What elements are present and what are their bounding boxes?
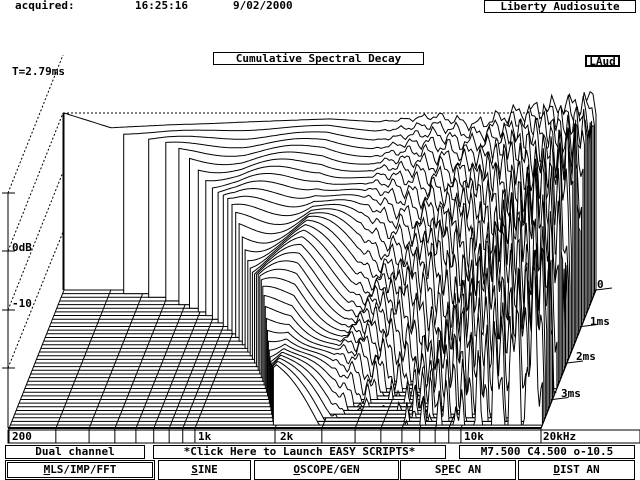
mls-imp-fft-button[interactable]: MLS/IMP/FFT <box>5 460 155 480</box>
x-tick-label: 1k <box>198 430 212 443</box>
x-tick-label: 20kHz <box>543 430 577 443</box>
button-label: S <box>434 463 442 476</box>
sine-button[interactable]: SINE <box>158 460 251 480</box>
window-time: T=2.79ms <box>12 65 65 78</box>
hotkey-letter: O <box>293 463 300 476</box>
time-tick <box>581 324 598 327</box>
x-tick-label: 10k <box>464 430 484 443</box>
acquired-time: 16:25:16 <box>135 0 188 12</box>
button-label: EC AN <box>448 463 482 476</box>
time-tick <box>595 287 613 291</box>
z-tick-label: 0 <box>597 278 604 291</box>
channel-mode-status[interactable]: Dual channel <box>5 445 145 459</box>
x-axis-label-strip <box>7 429 640 444</box>
marker-readout: M7.500 C4.500 o-10.5 <box>459 445 635 459</box>
y-tick-label: 0dB <box>12 241 32 254</box>
acquired-date: 9/02/2000 <box>233 0 293 12</box>
y-tick-label: -10 <box>12 297 32 310</box>
time-axis <box>540 289 597 429</box>
z-tick-label: 3ms <box>561 387 581 400</box>
button-label: INE <box>197 463 218 476</box>
time-tick <box>566 360 584 364</box>
time-tick <box>552 397 569 400</box>
z-tick-label: 2ms <box>576 350 596 363</box>
side-gridline <box>7 54 64 194</box>
oscope-gen-button[interactable]: OSCOPE/GEN <box>254 460 399 480</box>
app-title: Liberty Audiosuite <box>484 0 636 13</box>
z-tick-label: 1ms <box>590 315 610 328</box>
dist-an-button[interactable]: DIST AN <box>518 460 635 480</box>
hotkey-letter: S <box>191 463 198 476</box>
channel-tag: LAud <box>585 55 620 67</box>
x-tick-label: 200 <box>12 430 32 443</box>
side-gridline <box>7 112 64 252</box>
decay-slice <box>272 266 543 426</box>
button-label: LS/IMP/FFT <box>50 463 117 476</box>
hotkey-letter: M <box>43 463 51 476</box>
chart-title: Cumulative Spectral Decay <box>213 52 424 65</box>
spec-an-button[interactable]: SPEC AN <box>400 460 516 480</box>
side-gridline <box>7 231 64 369</box>
button-label: SCOPE/GEN <box>300 463 360 476</box>
hotkey-letter: D <box>553 463 560 476</box>
hotkey-letter: P <box>441 463 449 476</box>
easy-scripts-link[interactable]: *Click Here to Launch EASY SCRIPTS* <box>153 445 446 459</box>
button-label: IST AN <box>559 463 600 476</box>
side-gridline <box>7 171 64 311</box>
x-tick-label: 2k <box>280 430 294 443</box>
acquired-label: acquired: <box>15 0 75 12</box>
